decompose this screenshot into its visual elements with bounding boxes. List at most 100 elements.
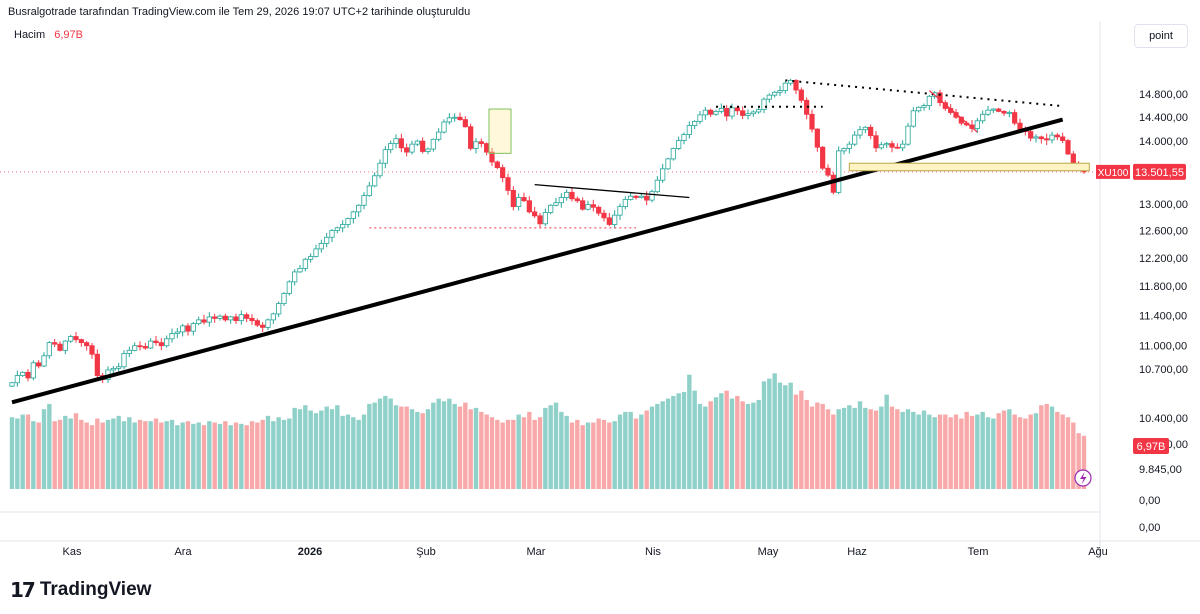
candle-body [52, 342, 58, 345]
candle-body [281, 292, 287, 304]
candle-body [980, 113, 986, 122]
support-zone [848, 162, 1090, 172]
volume-bar [297, 409, 303, 489]
candle-body [510, 190, 516, 208]
candle-body [628, 195, 634, 200]
candle-body [345, 218, 351, 225]
candle-body [846, 143, 852, 149]
candle-body [910, 110, 916, 127]
volume-bar [111, 418, 116, 489]
volume-bar [495, 419, 500, 489]
volume-bar [580, 425, 585, 489]
volume-bar [729, 398, 735, 489]
tradingview-logo[interactable]: 17 TradingView [10, 578, 151, 602]
candle-body [441, 121, 447, 133]
candle-body [990, 108, 996, 111]
candle-body [238, 314, 244, 322]
candle-body [670, 148, 676, 160]
candle-body [788, 79, 794, 84]
candle-body [462, 119, 468, 128]
volume-bar [911, 411, 916, 489]
volume-bar [889, 406, 895, 489]
time-tick-label: Mar [527, 546, 546, 558]
volume-bar [521, 417, 527, 489]
candle-body [1033, 136, 1039, 139]
volume-bar [927, 414, 932, 489]
volume-bar [900, 411, 905, 489]
volume-bar [1028, 414, 1033, 489]
volume-bar [943, 414, 948, 489]
candle-body [414, 140, 420, 145]
volume-bar [628, 411, 633, 489]
volume-bar [959, 418, 964, 489]
drawing-annotations[interactable] [11, 79, 1090, 405]
volume-bar [948, 417, 953, 489]
candle-body [782, 82, 788, 91]
volume-bar [841, 407, 847, 489]
time-tick-label: Nis [645, 546, 661, 558]
candle-body [713, 110, 719, 115]
time-tick-label: Ara [174, 546, 192, 558]
candle-body [1038, 136, 1044, 140]
volume-bar [767, 378, 772, 489]
volume-bar [665, 398, 671, 489]
tradingview-logo-text: TradingView [39, 579, 152, 600]
candle-body [286, 281, 292, 294]
volume-bar [697, 403, 703, 489]
volume-bar [553, 402, 559, 489]
candle-body [377, 162, 383, 177]
candle-body [228, 316, 234, 321]
candle-body [665, 158, 671, 170]
candle-body [313, 248, 319, 257]
price-tick-label: 10.700,00 [1139, 364, 1188, 376]
volume-bar [84, 422, 89, 489]
volume-bar [313, 413, 319, 489]
candle-body [564, 191, 570, 198]
candle-body [388, 143, 394, 151]
volume-bar [847, 405, 852, 489]
candle-body [14, 375, 20, 384]
scale-mode-button[interactable]: point [1134, 24, 1188, 48]
volume-bar [420, 413, 425, 489]
volume-bar [644, 410, 649, 489]
candle-body [542, 212, 548, 225]
candle-body [457, 116, 463, 121]
candle-body [468, 126, 474, 149]
time-tick-label: Tem [968, 546, 989, 558]
volume-bar [409, 409, 415, 489]
candle-body [612, 214, 618, 225]
volume-bar [425, 409, 431, 489]
trend-line [534, 183, 690, 199]
candle-body [857, 129, 863, 136]
volume-legend[interactable]: Hacim 6,97B [14, 29, 83, 41]
volume-bar [9, 417, 15, 489]
last-price-tag [1133, 163, 1186, 180]
alert-bolt-glyph [1080, 472, 1087, 485]
time-tick-label: 2026 [298, 546, 322, 558]
candle-body [601, 212, 607, 219]
volume-bar [532, 419, 537, 489]
volume-bar [73, 413, 79, 489]
volume-bar [505, 419, 511, 489]
volume-bar [751, 402, 756, 489]
volume-bar [249, 421, 255, 489]
candle-body [489, 151, 495, 163]
volume-bar [468, 409, 473, 489]
volume-bar [105, 419, 111, 489]
volume-bar [132, 422, 137, 489]
volume-bar [687, 374, 692, 489]
volume-bar [772, 373, 777, 489]
candle-body [862, 126, 868, 131]
candle-body [889, 143, 895, 148]
candle-body [1044, 138, 1050, 141]
chart-axes[interactable]: 14.800,00 14.400,00 14.000,00 13.000,00 12.6… [63, 89, 1188, 558]
volume-bar [793, 394, 799, 489]
candle-body [734, 107, 740, 112]
volume-bar [244, 425, 249, 489]
candle-body [180, 325, 186, 333]
volume-legend-value: 6,97B [54, 29, 83, 41]
volume-bar [57, 419, 63, 489]
volume-bar [607, 422, 612, 489]
volume-bar [25, 414, 31, 489]
